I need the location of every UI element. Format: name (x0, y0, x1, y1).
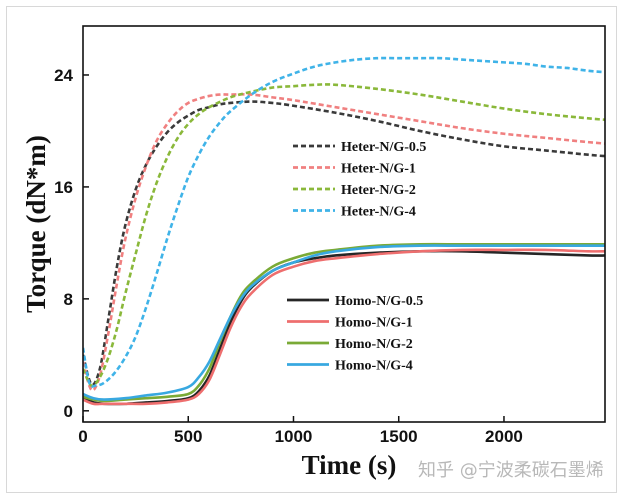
ticks-layer: 0 500 1000 1500 2000 0 8 16 24 (54, 66, 523, 446)
legend-label-heter-n-g-2: Heter-N/G-2 (341, 183, 416, 198)
y-tick-label-16: 16 (54, 178, 73, 197)
x-tick-label-0: 0 (78, 427, 87, 446)
legend-label-homo-n-g-0-5: Homo-N/G-0.5 (335, 294, 423, 309)
series-line-heter-n-g-4 (83, 56, 605, 388)
legend-label-heter-n-g-1: Heter-N/G-1 (341, 162, 416, 177)
figure-frame (6, 6, 617, 493)
series-line-homo-n-g-1 (83, 248, 605, 406)
y-tick-label-0: 0 (64, 402, 73, 421)
x-tick-label-2000: 2000 (485, 427, 523, 446)
y-axis-title: Torque (dN*m) (21, 135, 51, 313)
series-line-homo-n-g-2 (83, 242, 605, 403)
x-tick-label-1000: 1000 (275, 427, 313, 446)
series-line-homo-n-g-4 (83, 244, 605, 401)
legend-label-heter-n-g-0-5: Heter-N/G-0.5 (341, 140, 426, 155)
series-layer (83, 56, 605, 406)
series-line-heter-n-g-1 (83, 93, 605, 392)
legend-label-homo-n-g-2: Homo-N/G-2 (335, 337, 413, 352)
y-tick-label-24: 24 (54, 66, 73, 85)
x-tick-label-500: 500 (174, 427, 202, 446)
legend-label-homo-n-g-1: Homo-N/G-1 (335, 316, 413, 331)
legend-label-homo-n-g-4: Homo-N/G-4 (335, 359, 413, 374)
plot-area-frame (82, 25, 606, 423)
watermark: 知乎 @宁波柔碳石墨烯 (418, 460, 604, 481)
series-line-heter-n-g-2 (83, 83, 605, 388)
y-tick-label-8: 8 (64, 290, 73, 309)
x-tick-label-1500: 1500 (380, 427, 418, 446)
legend-label-heter-n-g-4: Heter-N/G-4 (341, 205, 416, 220)
x-axis-title: Time (s) (302, 450, 397, 480)
legend-layer: Heter-N/G-0.5 Heter-N/G-1 Heter-N/G-2 Heter… (287, 140, 426, 374)
